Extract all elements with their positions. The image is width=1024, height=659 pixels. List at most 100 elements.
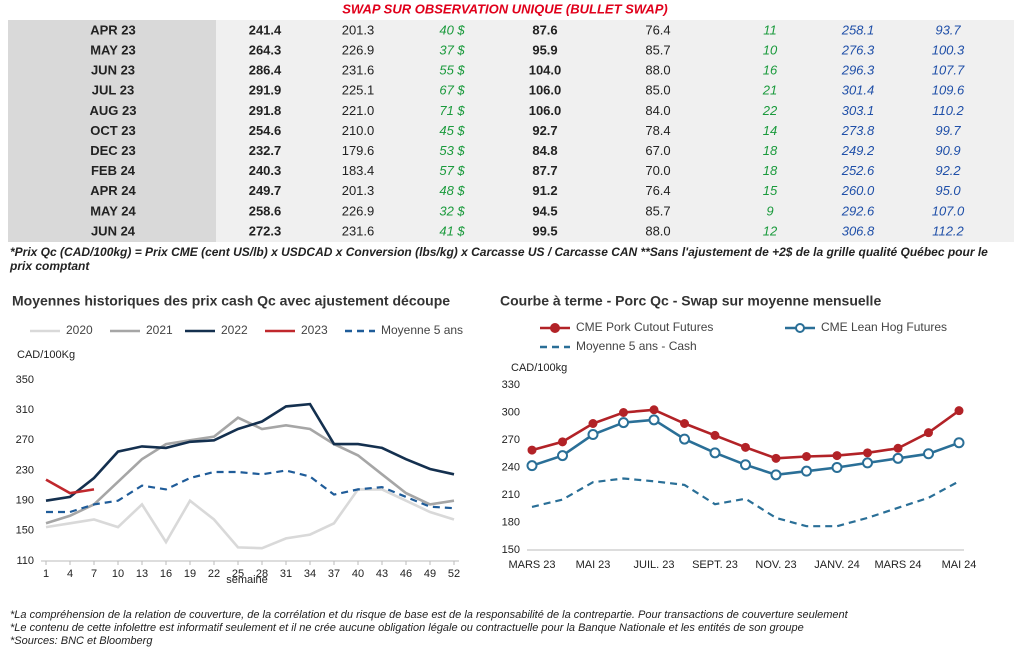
table-cell: 231.6 xyxy=(342,223,375,238)
table-cell: 258.6 xyxy=(249,203,282,218)
x-tick-label: 19 xyxy=(184,568,196,580)
table-cell: 21 xyxy=(762,83,777,98)
legend-label: Moyenne 5 ans - Cash xyxy=(576,339,697,353)
footer-line: *Sources: BNC et Bloomberg xyxy=(10,635,153,647)
table-cell: 53 $ xyxy=(439,143,465,158)
x-tick-label: MARS 24 xyxy=(874,559,921,571)
table-cell: 32 $ xyxy=(439,203,465,218)
table-cell: 95.0 xyxy=(935,183,961,198)
table-cell: 306.8 xyxy=(842,223,875,238)
table-cell: 92.7 xyxy=(532,123,557,138)
footer-line: *Le contenu de cette infolettre est info… xyxy=(10,622,804,634)
table-cell: 273.8 xyxy=(841,123,875,138)
table-cell: 264.3 xyxy=(249,43,282,58)
table-cell: 225.1 xyxy=(342,83,375,98)
x-tick-label: 16 xyxy=(160,568,172,580)
x-tick-label: 34 xyxy=(304,568,316,580)
y-axis-label: CAD/100Kg xyxy=(17,349,75,361)
x-tick-label: 25 xyxy=(232,568,244,580)
x-tick-label: 28 xyxy=(256,568,268,580)
table-cell: 91.2 xyxy=(532,183,557,198)
data-point xyxy=(771,453,781,463)
table-cell: 85.7 xyxy=(645,203,670,218)
x-axis-label: semaine xyxy=(226,574,268,586)
chart-title: Moyennes historiques des prix cash Qc av… xyxy=(12,293,450,309)
x-tick-label: 31 xyxy=(280,568,292,580)
legend-label: CME Lean Hog Futures xyxy=(821,320,947,334)
data-point xyxy=(649,405,659,415)
y-tick-label: 270 xyxy=(16,434,34,446)
x-tick-label: 13 xyxy=(136,568,148,580)
x-tick-label: 52 xyxy=(448,568,460,580)
table-cell: 249.2 xyxy=(841,143,875,158)
table-cell: 303.1 xyxy=(842,103,875,118)
x-tick-label: MAI 23 xyxy=(576,559,611,571)
data-point xyxy=(923,448,934,460)
row-label: MAY 23 xyxy=(90,43,136,58)
table-cell: 55 $ xyxy=(439,63,465,78)
y-tick-label: 330 xyxy=(502,379,520,391)
table-cell: 14 xyxy=(763,123,777,138)
table-cell: 37 $ xyxy=(439,43,465,58)
table-cell: 18 xyxy=(763,143,778,158)
x-tick-label: JUIL. 23 xyxy=(634,559,675,571)
table-cell: 106.0 xyxy=(529,103,562,118)
series-line xyxy=(45,488,455,550)
series-line xyxy=(45,416,455,525)
series-line xyxy=(45,478,95,495)
y-tick-label: 190 xyxy=(16,495,34,507)
table-cell: 226.9 xyxy=(342,43,375,58)
x-tick-label: 46 xyxy=(400,568,412,580)
table-cell: 272.3 xyxy=(249,223,282,238)
table-cell: 254.6 xyxy=(249,123,282,138)
table-cell: 95.9 xyxy=(532,43,557,58)
table-cell: 232.7 xyxy=(249,143,282,158)
row-label: OCT 23 xyxy=(90,123,136,138)
x-tick-label: 10 xyxy=(112,568,124,580)
table-cell: 87.7 xyxy=(532,163,557,178)
row-label: JUL 23 xyxy=(92,83,134,98)
data-point xyxy=(679,433,690,445)
table-cell: 292.6 xyxy=(841,203,875,218)
table-cell: 231.6 xyxy=(342,63,375,78)
table-cell: 78.4 xyxy=(645,123,670,138)
table-cell: 296.3 xyxy=(841,63,875,78)
data-point xyxy=(680,419,689,428)
x-tick-label: 40 xyxy=(352,568,364,580)
x-tick-label: 7 xyxy=(91,568,97,580)
table-cell: 57 $ xyxy=(439,163,465,178)
y-tick-label: 110 xyxy=(16,555,34,567)
data-point xyxy=(862,457,873,469)
data-point xyxy=(557,450,568,462)
table-cell: 201.3 xyxy=(342,22,375,37)
data-point xyxy=(953,437,965,449)
table-note: *Prix Qc (CAD/100kg) = Prix CME (cent US… xyxy=(10,245,988,273)
y-tick-label: 270 xyxy=(502,434,520,446)
table-cell: 110.2 xyxy=(932,103,964,118)
series-line xyxy=(531,477,960,528)
table-cell: 240.3 xyxy=(249,163,282,178)
footer: *La compréhension de la relation de couv… xyxy=(10,609,1010,648)
table-cell: 84.0 xyxy=(645,103,670,118)
x-tick-label: 37 xyxy=(328,568,340,580)
data-point xyxy=(893,443,903,453)
legend-label: CME Pork Cutout Futures xyxy=(576,320,713,334)
table-cell: 88.0 xyxy=(645,223,670,238)
table-cell: 71 $ xyxy=(439,103,465,118)
data-point xyxy=(954,406,964,416)
table-cell: 15 xyxy=(763,183,778,198)
y-tick-label: 310 xyxy=(16,404,34,416)
table-cell: 9 xyxy=(766,203,773,218)
y-tick-label: 230 xyxy=(16,464,34,476)
table-cell: 85.0 xyxy=(645,83,670,98)
table-cell: 16 xyxy=(763,63,778,78)
table-cell: 18 xyxy=(763,163,778,178)
data-point xyxy=(801,465,812,477)
table-cell: 291.9 xyxy=(249,83,282,98)
table-cell: 84.8 xyxy=(532,143,557,158)
table-cell: 258.1 xyxy=(841,22,875,37)
table-cell: 252.6 xyxy=(841,163,875,178)
table-cell: 286.4 xyxy=(249,63,282,78)
